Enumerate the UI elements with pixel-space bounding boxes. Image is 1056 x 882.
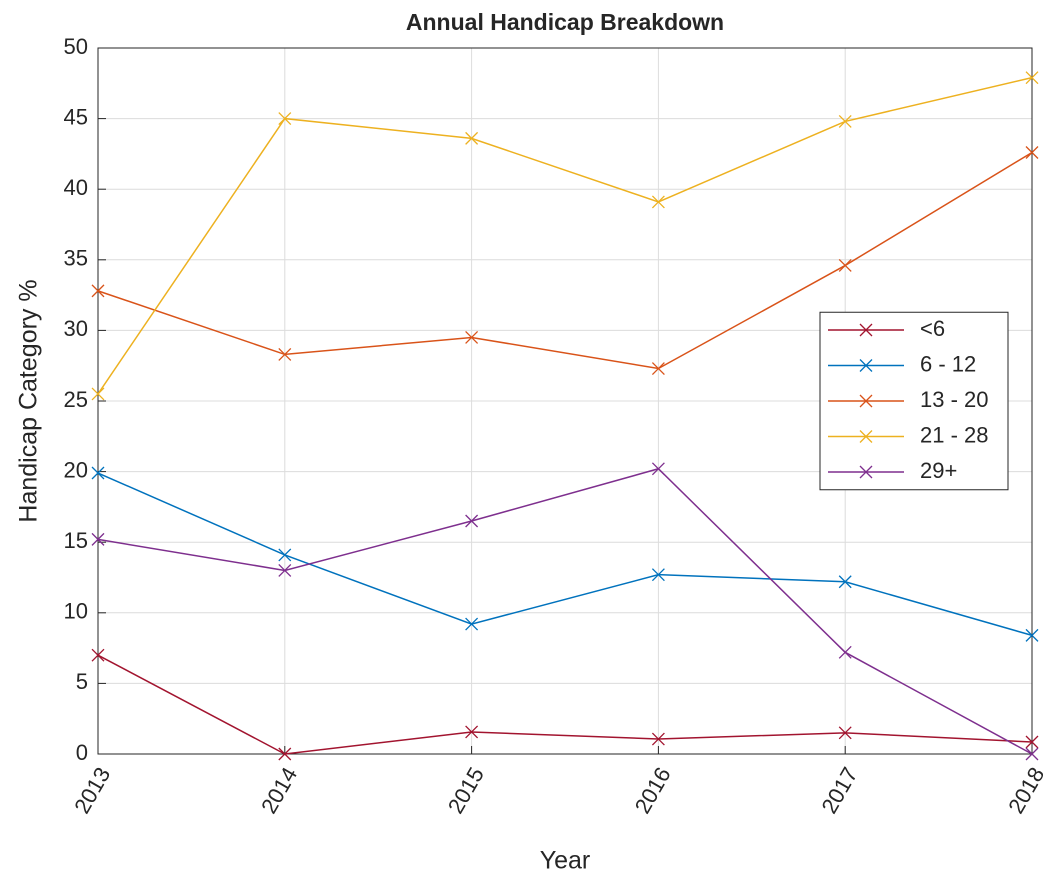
marker <box>838 726 852 740</box>
y-tick-label: 40 <box>64 175 88 200</box>
x-tick-label: 2016 <box>630 763 676 818</box>
x-tick-label: 2018 <box>1003 763 1049 818</box>
series-line <box>97 654 1033 755</box>
legend-label: 6 - 12 <box>920 351 976 376</box>
legend-label: 21 - 28 <box>920 422 989 447</box>
marker <box>838 645 852 659</box>
y-tick-label: 15 <box>64 528 88 553</box>
marker <box>838 114 852 128</box>
marker <box>91 387 105 401</box>
y-axis-label: Handicap Category % <box>15 279 43 522</box>
series-line <box>97 151 1033 370</box>
marker <box>278 548 292 562</box>
x-tick-label: 2017 <box>816 763 862 818</box>
marker <box>859 394 873 408</box>
x-tick-label: 2013 <box>69 763 115 818</box>
series-line <box>97 76 1033 395</box>
y-tick-label: 30 <box>64 316 88 341</box>
x-tick-label: 2014 <box>256 763 302 818</box>
marker <box>651 732 665 746</box>
series-line <box>97 472 1033 637</box>
x-tick-label: 2015 <box>443 763 489 818</box>
marker <box>1025 146 1039 159</box>
y-tick-label: 50 <box>64 34 88 59</box>
marker <box>651 195 665 209</box>
marker <box>278 347 292 361</box>
chart-title: Annual Handicap Breakdown <box>406 9 724 35</box>
marker <box>859 323 873 337</box>
y-tick-label: 0 <box>76 740 88 765</box>
marker <box>651 568 665 582</box>
marker <box>859 359 873 372</box>
marker <box>1025 747 1039 761</box>
marker <box>91 532 105 546</box>
legend-label: 29+ <box>920 458 957 483</box>
marker <box>465 725 479 739</box>
marker <box>859 465 873 479</box>
marker <box>278 747 292 761</box>
marker <box>1025 735 1039 749</box>
marker <box>838 258 852 272</box>
legend: <6 6 - 12 13 - 20 21 - 28 29+ <box>819 311 1009 491</box>
marker <box>651 362 665 375</box>
y-tick-label: 10 <box>64 599 88 624</box>
x-axis-label: Year <box>540 847 591 875</box>
series-line <box>97 467 1033 755</box>
marker <box>91 466 105 480</box>
marker <box>1025 71 1039 85</box>
marker <box>651 462 665 476</box>
marker <box>91 284 105 298</box>
axes-box <box>97 47 1033 755</box>
marker <box>278 563 292 577</box>
marker <box>1025 628 1039 642</box>
marker <box>91 648 105 662</box>
legend-label: <6 <box>920 316 945 341</box>
y-tick-label: 45 <box>64 104 88 129</box>
y-tick-label: 20 <box>64 457 88 482</box>
marker <box>838 575 852 589</box>
y-tick-label: 35 <box>64 246 88 271</box>
marker <box>465 331 479 344</box>
marker <box>465 131 479 145</box>
marker <box>465 514 479 528</box>
marker <box>465 617 479 631</box>
y-tick-label: 25 <box>64 387 88 412</box>
legend-label: 13 - 20 <box>920 387 989 412</box>
marker <box>278 112 292 126</box>
y-tick-label: 5 <box>76 669 88 694</box>
marker <box>859 430 873 443</box>
